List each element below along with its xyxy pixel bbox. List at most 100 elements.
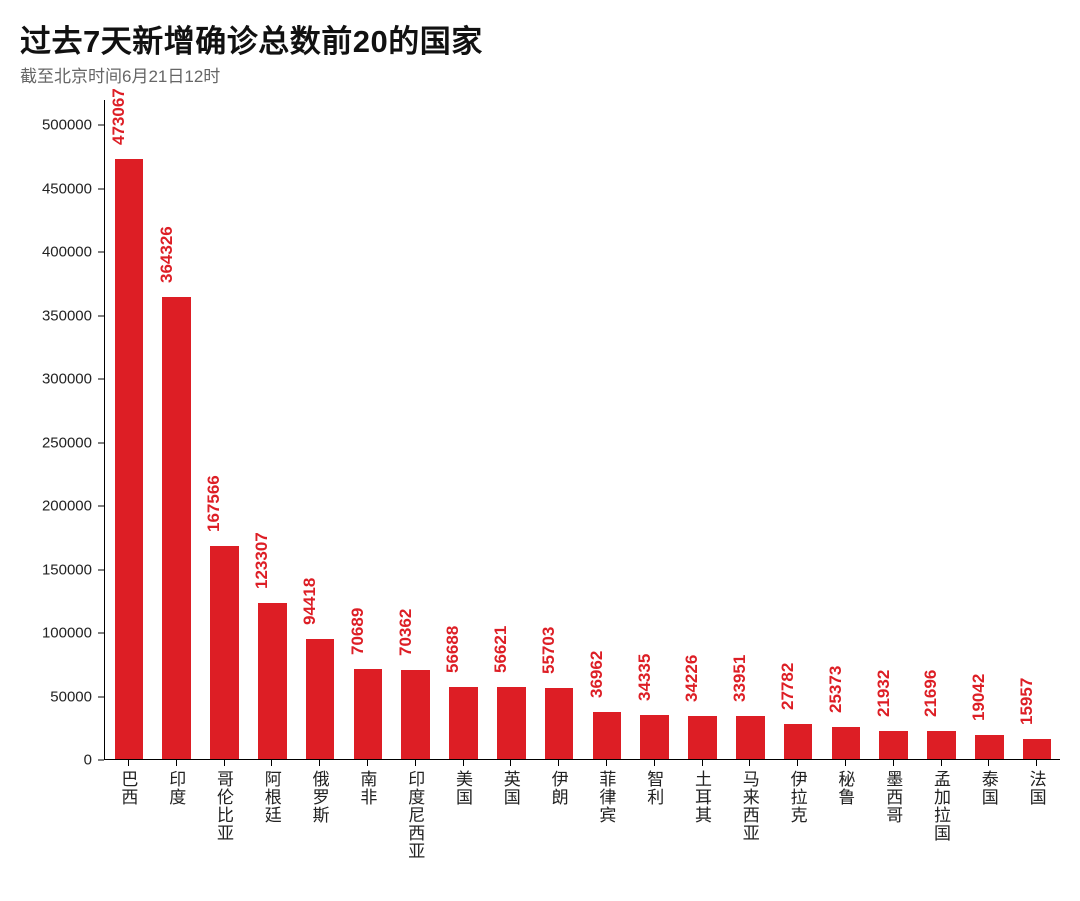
bar [879, 731, 908, 759]
x-tick-label: 印度 [163, 770, 188, 806]
bar-slot: 167566 [210, 546, 239, 759]
bar-value-label: 27782 [778, 662, 798, 709]
x-tick-mark [606, 760, 607, 766]
bar [832, 727, 861, 759]
bar-value-label: 55703 [539, 627, 559, 674]
bar-slot: 94418 [306, 639, 335, 759]
x-tick-label: 马来西亚 [737, 770, 762, 842]
bar-value-label: 15957 [1017, 677, 1037, 724]
bar [497, 687, 526, 759]
bar-slot: 70689 [354, 669, 383, 759]
x-tick-mark [319, 760, 320, 766]
x-tick-label: 菲律宾 [593, 770, 618, 824]
bar-slot: 25373 [832, 727, 861, 759]
bar [354, 669, 383, 759]
x-tick-mark [128, 760, 129, 766]
x-tick-mark [988, 760, 989, 766]
y-tick-label: 0 [84, 752, 92, 769]
bar-value-label: 33951 [730, 655, 750, 702]
bar-value-label: 70362 [396, 608, 416, 655]
x-tick-label: 南非 [354, 770, 379, 806]
bar-slot: 34226 [688, 716, 717, 759]
y-tick-label: 100000 [42, 625, 92, 642]
bar-slot: 34335 [640, 715, 669, 759]
chart-title: 过去7天新增确诊总数前20的国家 [20, 16, 483, 61]
y-tick-label: 250000 [42, 434, 92, 451]
bar-slot: 70362 [401, 670, 430, 759]
bar-value-label: 34226 [682, 654, 702, 701]
y-tick-label: 300000 [42, 371, 92, 388]
plot-area: 0 50000 100000 150000 200000 250000 300000 3500… [20, 100, 1060, 890]
bar-slot: 473067 [115, 159, 144, 759]
x-tick-mark [510, 760, 511, 766]
bar [927, 731, 956, 759]
bar-value-label: 21696 [921, 670, 941, 717]
x-tick-label: 巴西 [115, 770, 140, 806]
y-tick-label: 200000 [42, 498, 92, 515]
x-tick-label: 伊拉克 [785, 770, 810, 824]
bar-value-label: 56688 [443, 626, 463, 673]
x-tick-mark [367, 760, 368, 766]
bar-slot: 21932 [879, 731, 908, 759]
bar-slot: 364326 [162, 297, 191, 759]
bar [258, 603, 287, 760]
bar-value-label: 36962 [587, 651, 607, 698]
x-tick-mark [415, 760, 416, 766]
bars-area: 4730673643261675661233079441870689703625… [104, 100, 1060, 760]
bar-value-label: 94418 [300, 578, 320, 625]
x-tick-mark [558, 760, 559, 766]
bar [210, 546, 239, 759]
x-tick-mark [749, 760, 750, 766]
bar-value-label: 473067 [109, 88, 129, 145]
x-tick-label: 秘鲁 [832, 770, 857, 806]
chart-container: 过去7天新增确诊总数前20的国家 截至北京时间6月21日12时 05000010… [0, 0, 1080, 901]
bar-value-label: 21932 [874, 670, 894, 717]
bar-slot: 27782 [784, 724, 813, 759]
bar [640, 715, 669, 759]
bar [306, 639, 335, 759]
bar-slot: 19042 [975, 735, 1004, 759]
bar-value-label: 19042 [969, 674, 989, 721]
x-tick-label: 印度尼西亚 [402, 770, 427, 860]
x-tick-label: 泰国 [976, 770, 1001, 806]
x-tick-mark [463, 760, 464, 766]
x-tick-mark [271, 760, 272, 766]
x-tick-label: 法国 [1024, 770, 1049, 806]
bar [162, 297, 191, 759]
x-tick-label: 阿根廷 [259, 770, 284, 824]
x-axis-labels: 巴西印度哥伦比亚阿根廷俄罗斯南非印度尼西亚美国英国伊朗菲律宾智利土耳其马来西亚伊… [104, 760, 1060, 890]
bar [593, 712, 622, 759]
bar-slot: 21696 [927, 731, 956, 759]
y-tick-label: 500000 [42, 117, 92, 134]
x-tick-label: 土耳其 [689, 770, 714, 824]
x-tick-label: 孟加拉国 [928, 770, 953, 842]
bar [688, 716, 717, 759]
bar [449, 687, 478, 759]
x-tick-label: 伊朗 [546, 770, 571, 806]
x-tick-mark [941, 760, 942, 766]
bar-value-label: 34335 [635, 654, 655, 701]
bar-slot: 36962 [593, 712, 622, 759]
x-tick-label: 美国 [450, 770, 475, 806]
bar-value-label: 25373 [826, 666, 846, 713]
bar-value-label: 167566 [204, 476, 224, 533]
bar [784, 724, 813, 759]
bar [736, 716, 765, 759]
bar-slot: 56621 [497, 687, 526, 759]
x-tick-label: 墨西哥 [880, 770, 905, 824]
x-tick-label: 俄罗斯 [307, 770, 332, 824]
bar [115, 159, 144, 759]
y-tick-label: 400000 [42, 244, 92, 261]
y-axis: 0500001000001500002000002500003000003500… [20, 100, 100, 760]
x-tick-mark [1036, 760, 1037, 766]
x-tick-mark [702, 760, 703, 766]
y-tick-label: 350000 [42, 307, 92, 324]
bar-slot: 55703 [545, 688, 574, 759]
bar-slot: 15957 [1023, 739, 1052, 759]
bar-value-label: 70689 [348, 608, 368, 655]
y-tick-label: 150000 [42, 561, 92, 578]
x-tick-mark [893, 760, 894, 766]
x-tick-mark [845, 760, 846, 766]
y-tick-label: 50000 [50, 688, 92, 705]
bar [1023, 739, 1052, 759]
